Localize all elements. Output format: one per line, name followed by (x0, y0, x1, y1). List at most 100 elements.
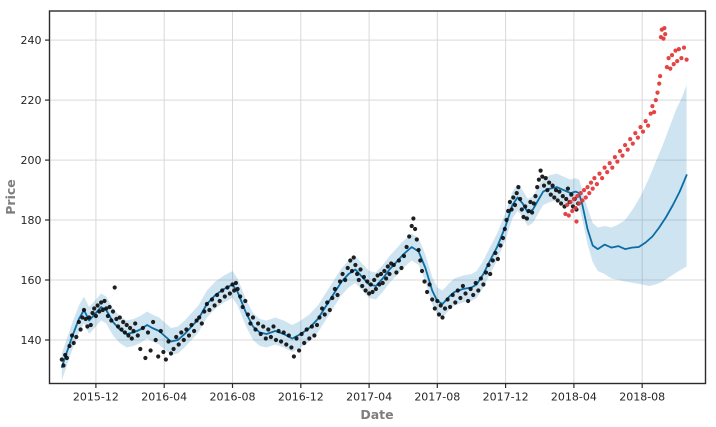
observed-point (64, 355, 69, 361)
future-actual-point (671, 62, 676, 67)
observed-point (373, 286, 378, 292)
x-tick-label: 2017-12 (483, 391, 529, 404)
observed-point (363, 288, 368, 293)
observed-point (263, 336, 268, 341)
observed-point (100, 307, 105, 313)
future-actual-point (679, 56, 684, 61)
observed-point (538, 168, 543, 173)
observed-point (261, 324, 266, 329)
observed-point (297, 348, 302, 353)
observed-point (507, 199, 512, 205)
y-tick-label: 160 (21, 274, 42, 287)
y-tick-label: 220 (21, 94, 42, 107)
future-actual-point (638, 125, 643, 130)
observed-point (460, 283, 465, 289)
y-tick-label: 140 (21, 334, 42, 347)
observed-point (209, 297, 215, 302)
observed-point (289, 345, 294, 350)
observed-point (179, 330, 184, 335)
observed-point (245, 312, 250, 317)
observed-point (197, 315, 202, 320)
x-tick-label: 2017-08 (414, 391, 460, 404)
x-tick-label: 2016-12 (278, 391, 324, 404)
future-actual-point (602, 165, 607, 170)
observed-point (107, 304, 112, 310)
observed-point (399, 265, 404, 271)
observed-point (547, 180, 552, 185)
observed-point (396, 258, 401, 263)
observed-point (276, 328, 281, 334)
future-actual-point (640, 129, 646, 134)
observed-point (486, 262, 491, 268)
observed-point (358, 267, 363, 272)
observed-point (176, 342, 181, 347)
observed-point (528, 199, 533, 205)
future-actual-point (574, 219, 579, 224)
future-actual-point (585, 185, 590, 190)
observed-point (545, 188, 550, 193)
observed-point (512, 202, 518, 208)
observed-point (351, 255, 356, 260)
observed-point (307, 336, 312, 341)
observed-point (555, 198, 560, 203)
observed-point (500, 235, 506, 241)
future-actual-point (563, 211, 568, 217)
observed-point (385, 264, 390, 269)
observed-point (207, 307, 212, 313)
observed-point (227, 291, 232, 296)
future-actual-point (663, 31, 668, 37)
observed-point (541, 183, 547, 188)
observed-point (105, 313, 110, 319)
observed-point (504, 217, 509, 223)
observed-point (481, 282, 486, 287)
observed-point (74, 334, 79, 340)
x-tick-label: 2016-08 (210, 391, 256, 404)
x-tick-label: 2018-08 (619, 391, 665, 404)
observed-point (92, 306, 97, 311)
observed-point (320, 306, 325, 311)
future-actual-point (657, 81, 662, 86)
observed-point (559, 201, 564, 206)
observed-point (557, 189, 562, 194)
observed-point (273, 337, 279, 343)
observed-point (95, 303, 100, 308)
future-actual-point (597, 171, 602, 176)
future-actual-point (625, 147, 630, 152)
observed-point (80, 315, 85, 320)
observed-point (553, 188, 559, 193)
observed-point (523, 204, 528, 209)
observed-point (565, 186, 571, 191)
observed-point (121, 319, 126, 325)
future-actual-point (568, 199, 573, 205)
y-tick-label: 180 (21, 214, 42, 227)
future-actual-point (675, 59, 680, 64)
uncertainty-band-area (61, 85, 687, 381)
observed-point (355, 271, 360, 277)
future-actual-point (594, 182, 600, 187)
observed-point (564, 196, 569, 202)
observed-point (548, 192, 553, 197)
observed-point (112, 285, 117, 290)
observed-point (435, 298, 440, 304)
observed-point (550, 183, 555, 188)
observed-point (335, 292, 340, 298)
observed-point (215, 292, 220, 298)
future-actual-point (653, 98, 658, 103)
forecast-line-path (60, 174, 688, 368)
observed-point (488, 271, 493, 277)
observed-point (332, 286, 337, 292)
observed-point (71, 340, 76, 346)
observed-point (85, 324, 90, 329)
x-axis-label: Date (360, 407, 393, 422)
observed-point (271, 324, 276, 329)
observed-point (345, 265, 350, 271)
observed-point (222, 294, 227, 299)
observed-point (314, 322, 320, 328)
observed-point (90, 310, 95, 316)
future-actual-point (578, 191, 583, 196)
observed-point (117, 315, 122, 320)
observed-point (490, 258, 495, 263)
future-actual-point (580, 198, 585, 203)
